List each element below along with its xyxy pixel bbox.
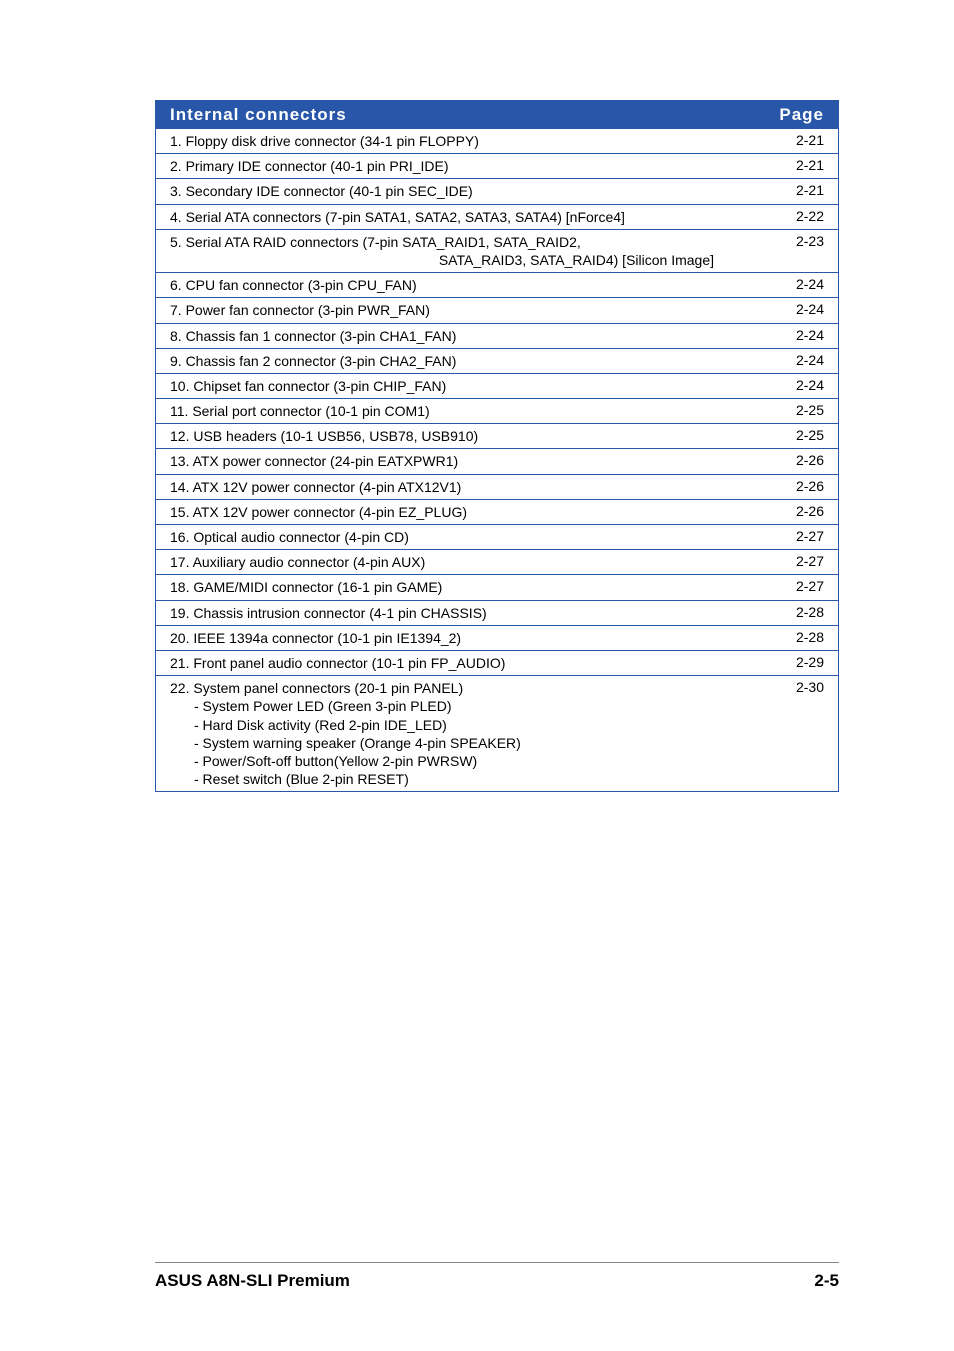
row-page: 2-21 xyxy=(774,157,824,173)
table-row: 3. Secondary IDE connector (40-1 pin SEC… xyxy=(156,179,838,204)
row-text: 1. Floppy disk drive connector (34-1 pin… xyxy=(170,132,774,150)
row-text: 8. Chassis fan 1 connector (3-pin CHA1_F… xyxy=(170,327,774,345)
table-row: 10. Chipset fan connector (3-pin CHIP_FA… xyxy=(156,374,838,399)
row-page: 2-28 xyxy=(774,604,824,620)
table-row: 19. Chassis intrusion connector (4-1 pin… xyxy=(156,601,838,626)
row-text: 4. Serial ATA connectors (7-pin SATA1, S… xyxy=(170,208,774,226)
table-row: 17. Auxiliary audio connector (4-pin AUX… xyxy=(156,550,838,575)
table-row: 20. IEEE 1394a connector (10-1 pin IE139… xyxy=(156,626,838,651)
table-row: 4. Serial ATA connectors (7-pin SATA1, S… xyxy=(156,205,838,230)
row-subitem: - System warning speaker (Orange 4-pin S… xyxy=(170,734,774,752)
row-text: 18. GAME/MIDI connector (16-1 pin GAME) xyxy=(170,578,774,596)
row-text: 13. ATX power connector (24-pin EATXPWR1… xyxy=(170,452,774,470)
row-text: 11. Serial port connector (10-1 pin COM1… xyxy=(170,402,774,420)
row-page: 2-25 xyxy=(774,402,824,418)
row-page: 2-25 xyxy=(774,427,824,443)
table-row: 15. ATX 12V power connector (4-pin EZ_PL… xyxy=(156,500,838,525)
table-row: 14. ATX 12V power connector (4-pin ATX12… xyxy=(156,475,838,500)
table-row: 12. USB headers (10-1 USB56, USB78, USB9… xyxy=(156,424,838,449)
row-page: 2-29 xyxy=(774,654,824,670)
row-text: 20. IEEE 1394a connector (10-1 pin IE139… xyxy=(170,629,774,647)
row-text: 12. USB headers (10-1 USB56, USB78, USB9… xyxy=(170,427,774,445)
row-text: 9. Chassis fan 2 connector (3-pin CHA2_F… xyxy=(170,352,774,370)
footer-product-name: ASUS A8N-SLI Premium xyxy=(155,1271,350,1291)
row-text: 14. ATX 12V power connector (4-pin ATX12… xyxy=(170,478,774,496)
row-page: 2-27 xyxy=(774,553,824,569)
row-text: 10. Chipset fan connector (3-pin CHIP_FA… xyxy=(170,377,774,395)
row-page: 2-30 xyxy=(774,679,824,695)
row-text: 2. Primary IDE connector (40-1 pin PRI_I… xyxy=(170,157,774,175)
row-text: 19. Chassis intrusion connector (4-1 pin… xyxy=(170,604,774,622)
row-page: 2-22 xyxy=(774,208,824,224)
row-page: 2-28 xyxy=(774,629,824,645)
table-row: 7. Power fan connector (3-pin PWR_FAN)2-… xyxy=(156,298,838,323)
row-page: 2-24 xyxy=(774,276,824,292)
table-body: 1. Floppy disk drive connector (34-1 pin… xyxy=(156,129,838,791)
row-text: 5. Serial ATA RAID connectors (7-pin SAT… xyxy=(170,233,774,269)
row-text: 22. System panel connectors (20-1 pin PA… xyxy=(170,679,774,788)
table-row: 22. System panel connectors (20-1 pin PA… xyxy=(156,676,838,791)
page-footer: ASUS A8N-SLI Premium 2-5 xyxy=(155,1262,839,1291)
row-subitem: - Hard Disk activity (Red 2-pin IDE_LED) xyxy=(170,716,774,734)
table-header: Internal connectors Page xyxy=(156,101,838,129)
row-page: 2-26 xyxy=(774,452,824,468)
table-row: 2. Primary IDE connector (40-1 pin PRI_I… xyxy=(156,154,838,179)
row-subtext-right: SATA_RAID3, SATA_RAID4) [Silicon Image] xyxy=(170,251,774,269)
table-row: 1. Floppy disk drive connector (34-1 pin… xyxy=(156,129,838,154)
row-page: 2-23 xyxy=(774,233,824,249)
row-page: 2-26 xyxy=(774,503,824,519)
table-row: 11. Serial port connector (10-1 pin COM1… xyxy=(156,399,838,424)
row-text: 6. CPU fan connector (3-pin CPU_FAN) xyxy=(170,276,774,294)
table-row: 16. Optical audio connector (4-pin CD)2-… xyxy=(156,525,838,550)
row-text: 3. Secondary IDE connector (40-1 pin SEC… xyxy=(170,182,774,200)
row-page: 2-27 xyxy=(774,578,824,594)
row-subitem: - System Power LED (Green 3-pin PLED) xyxy=(170,697,774,715)
row-text: 21. Front panel audio connector (10-1 pi… xyxy=(170,654,774,672)
row-page: 2-24 xyxy=(774,352,824,368)
table-row: 5. Serial ATA RAID connectors (7-pin SAT… xyxy=(156,230,838,273)
row-text: 16. Optical audio connector (4-pin CD) xyxy=(170,528,774,546)
footer-page-number: 2-5 xyxy=(814,1271,839,1291)
row-text: 17. Auxiliary audio connector (4-pin AUX… xyxy=(170,553,774,571)
row-page: 2-24 xyxy=(774,377,824,393)
row-page: 2-27 xyxy=(774,528,824,544)
header-title: Internal connectors xyxy=(170,105,779,125)
row-page: 2-21 xyxy=(774,182,824,198)
table-row: 9. Chassis fan 2 connector (3-pin CHA2_F… xyxy=(156,349,838,374)
row-text: 15. ATX 12V power connector (4-pin EZ_PL… xyxy=(170,503,774,521)
table-row: 18. GAME/MIDI connector (16-1 pin GAME)2… xyxy=(156,575,838,600)
row-page: 2-24 xyxy=(774,301,824,317)
row-page: 2-21 xyxy=(774,132,824,148)
row-subitem: - Power/Soft-off button(Yellow 2-pin PWR… xyxy=(170,752,774,770)
table-row: 13. ATX power connector (24-pin EATXPWR1… xyxy=(156,449,838,474)
row-text: 7. Power fan connector (3-pin PWR_FAN) xyxy=(170,301,774,319)
row-page: 2-26 xyxy=(774,478,824,494)
table-row: 21. Front panel audio connector (10-1 pi… xyxy=(156,651,838,676)
table-row: 6. CPU fan connector (3-pin CPU_FAN)2-24 xyxy=(156,273,838,298)
connectors-table: Internal connectors Page 1. Floppy disk … xyxy=(155,100,839,792)
header-page-col: Page xyxy=(779,105,824,125)
table-row: 8. Chassis fan 1 connector (3-pin CHA1_F… xyxy=(156,324,838,349)
row-page: 2-24 xyxy=(774,327,824,343)
row-subitem: - Reset switch (Blue 2-pin RESET) xyxy=(170,770,774,788)
